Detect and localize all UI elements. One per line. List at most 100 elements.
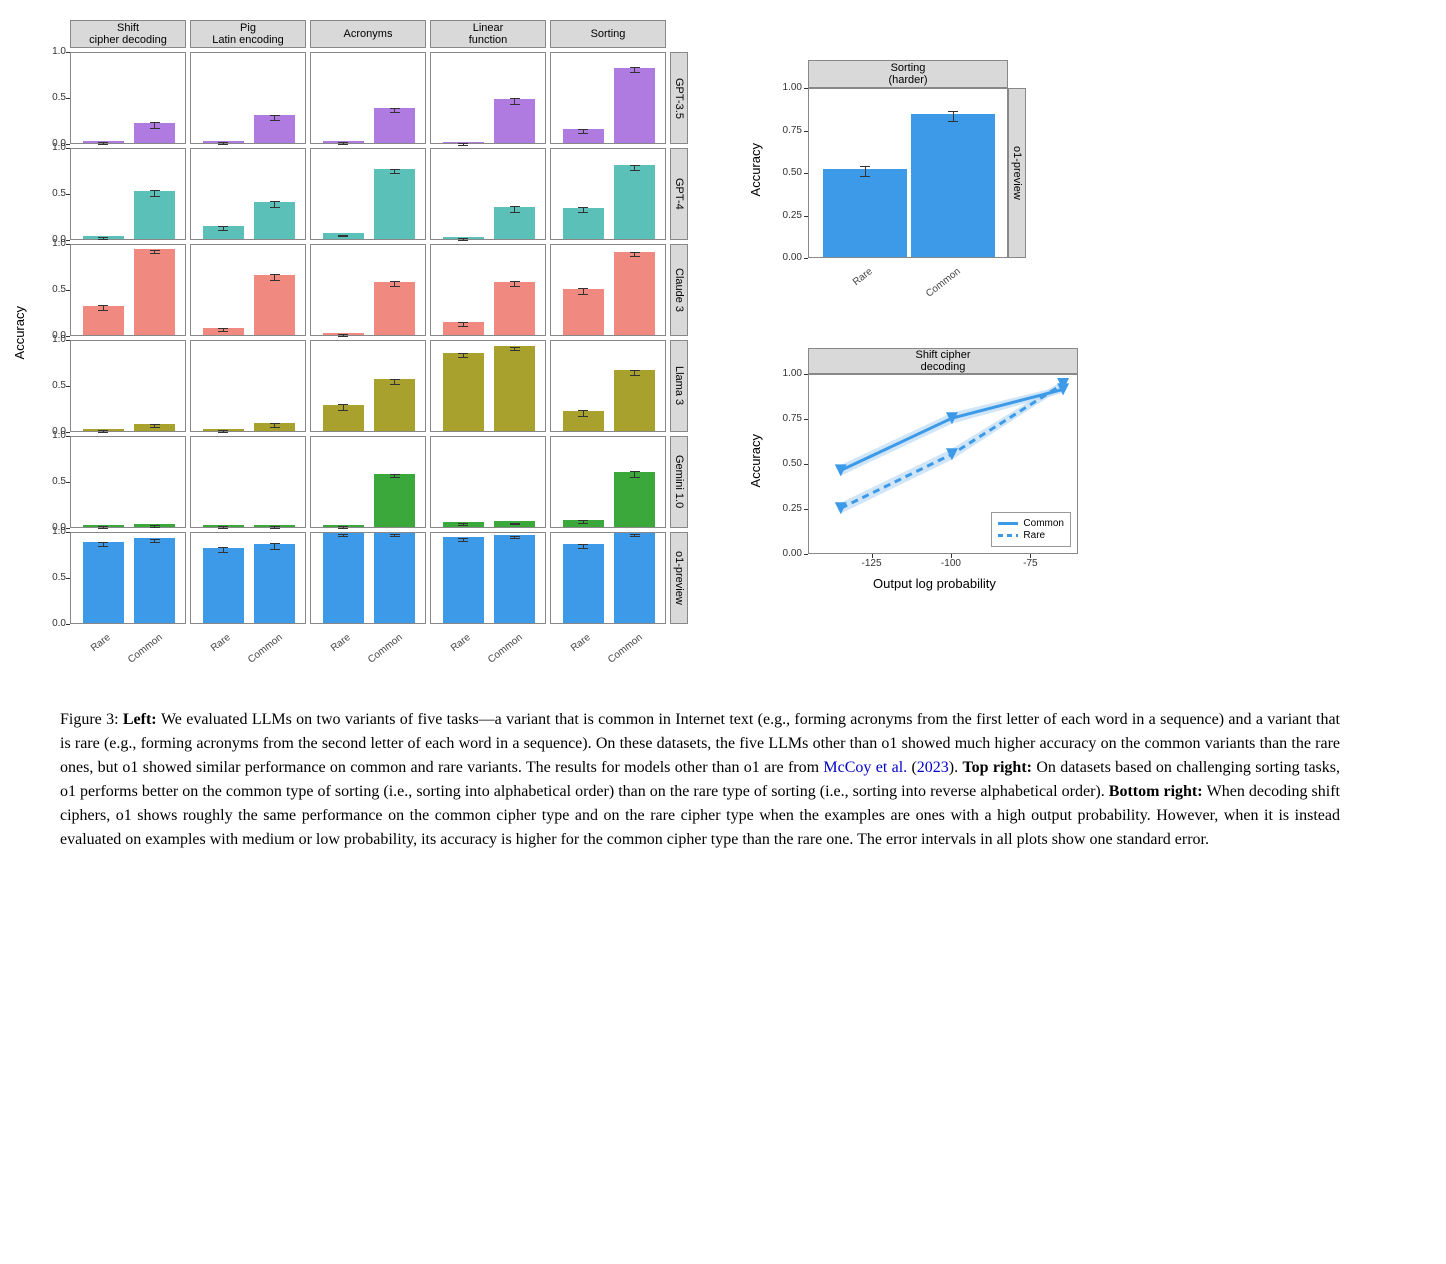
y-tick-label: 0.50 (772, 167, 802, 178)
chart-panel: CommonRare (808, 374, 1078, 554)
facet-panel (190, 52, 306, 144)
bar (374, 169, 415, 239)
y-tick-label: 0.5 (36, 380, 66, 391)
bar (563, 544, 604, 623)
bar (323, 533, 364, 623)
bar (614, 165, 655, 239)
y-tick-label: 1.0 (36, 46, 66, 57)
facet-panel (430, 436, 546, 528)
facet-panel (70, 340, 186, 432)
facet-panel (310, 436, 426, 528)
task-header: PigLatin encoding (190, 20, 306, 48)
legend-label: Common (1023, 518, 1064, 529)
facet-panel (430, 340, 546, 432)
facet-panel (550, 532, 666, 624)
bar (254, 544, 295, 623)
facet-panel (550, 148, 666, 240)
model-header: o1-preview (1008, 88, 1026, 258)
y-tick-label: 0.5 (36, 188, 66, 199)
x-category-label: Common (350, 632, 404, 678)
bar (614, 252, 655, 335)
x-tick-label: -100 (936, 558, 966, 569)
y-axis-label: Accuracy (748, 434, 763, 487)
facet-panel (550, 436, 666, 528)
x-category-label: Rare (299, 632, 353, 678)
facet-panel (310, 52, 426, 144)
x-category-label: Common (230, 632, 284, 678)
x-category-label: Rare (59, 632, 113, 678)
y-tick-label: 0.5 (36, 572, 66, 583)
task-header: Sorting (550, 20, 666, 48)
bar (134, 191, 175, 239)
figure-caption: Figure 3: Left: We evaluated LLMs on two… (20, 708, 1380, 852)
bar (823, 169, 907, 257)
bar (443, 537, 484, 623)
bar (614, 68, 655, 143)
facet-panel (190, 244, 306, 336)
y-axis-label: Accuracy (12, 306, 27, 359)
model-header: Claude 3 (670, 244, 688, 336)
bar (911, 114, 995, 257)
bar (443, 353, 484, 431)
chart-title: Shift cipherdecoding (808, 348, 1078, 374)
bar (254, 275, 295, 335)
x-category-label: Rare (821, 266, 875, 312)
facet-panel (190, 340, 306, 432)
top-right-chart: AccuracySorting(harder)o1-preview0.000.2… (748, 60, 1026, 308)
facet-panel (310, 148, 426, 240)
x-axis-label: Output log probability (873, 576, 996, 591)
y-tick-label: 1.0 (36, 526, 66, 537)
legend-label: Rare (1023, 530, 1045, 541)
model-header: Gemini 1.0 (670, 436, 688, 528)
facet-panel (310, 244, 426, 336)
y-tick-label: 0.75 (772, 413, 802, 424)
bottom-right-chart: AccuracyShift cipherdecodingCommonRare0.… (748, 348, 1078, 599)
bar (494, 346, 535, 431)
task-header: Linearfunction (430, 20, 546, 48)
bar (374, 474, 415, 527)
bar (374, 533, 415, 623)
facet-panel (190, 148, 306, 240)
bar (494, 282, 535, 335)
model-header: GPT-4 (670, 148, 688, 240)
bar (134, 538, 175, 623)
y-tick-label: 0.5 (36, 476, 66, 487)
facet-panel (70, 52, 186, 144)
bar (83, 542, 124, 623)
model-header: Llama 3 (670, 340, 688, 432)
y-tick-label: 0.0 (36, 618, 66, 629)
facet-panel (190, 436, 306, 528)
bar (494, 99, 535, 143)
facet-panel (70, 436, 186, 528)
y-tick-label: 0.5 (36, 284, 66, 295)
y-tick-label: 0.00 (772, 548, 802, 559)
bar (374, 282, 415, 335)
bar (614, 472, 655, 527)
bar (203, 548, 244, 623)
bar (374, 108, 415, 143)
bar (494, 535, 535, 623)
task-header: Acronyms (310, 20, 426, 48)
bar (134, 249, 175, 335)
y-tick-label: 1.00 (772, 368, 802, 379)
y-tick-label: 0.5 (36, 92, 66, 103)
facet-panel (310, 532, 426, 624)
x-category-label: Common (909, 266, 963, 312)
task-header: Shiftcipher decoding (70, 20, 186, 48)
bar (614, 533, 655, 623)
facet-panel (70, 148, 186, 240)
facet-panel (550, 52, 666, 144)
y-tick-label: 0.25 (772, 210, 802, 221)
bar (563, 289, 604, 335)
chart-title: Sorting(harder) (808, 60, 1008, 88)
x-tick-label: -125 (857, 558, 887, 569)
x-category-label: Rare (539, 632, 593, 678)
y-tick-label: 0.00 (772, 252, 802, 263)
y-tick-label: 0.50 (772, 458, 802, 469)
facet-panel (190, 532, 306, 624)
x-category-label: Common (470, 632, 524, 678)
y-tick-label: 1.0 (36, 142, 66, 153)
y-tick-label: 1.0 (36, 334, 66, 345)
y-tick-label: 0.75 (772, 125, 802, 136)
x-category-label: Rare (179, 632, 233, 678)
